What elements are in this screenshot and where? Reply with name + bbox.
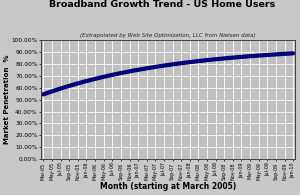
Text: Broadband Growth Trend - US Home Users: Broadband Growth Trend - US Home Users xyxy=(49,0,275,9)
X-axis label: Month (starting at March 2005): Month (starting at March 2005) xyxy=(100,182,236,191)
Title: (Extrapolated by Web Site Optimization, LLC from Nielsen data): (Extrapolated by Web Site Optimization, … xyxy=(80,33,256,38)
Y-axis label: Market Penetration  %: Market Penetration % xyxy=(4,55,10,144)
